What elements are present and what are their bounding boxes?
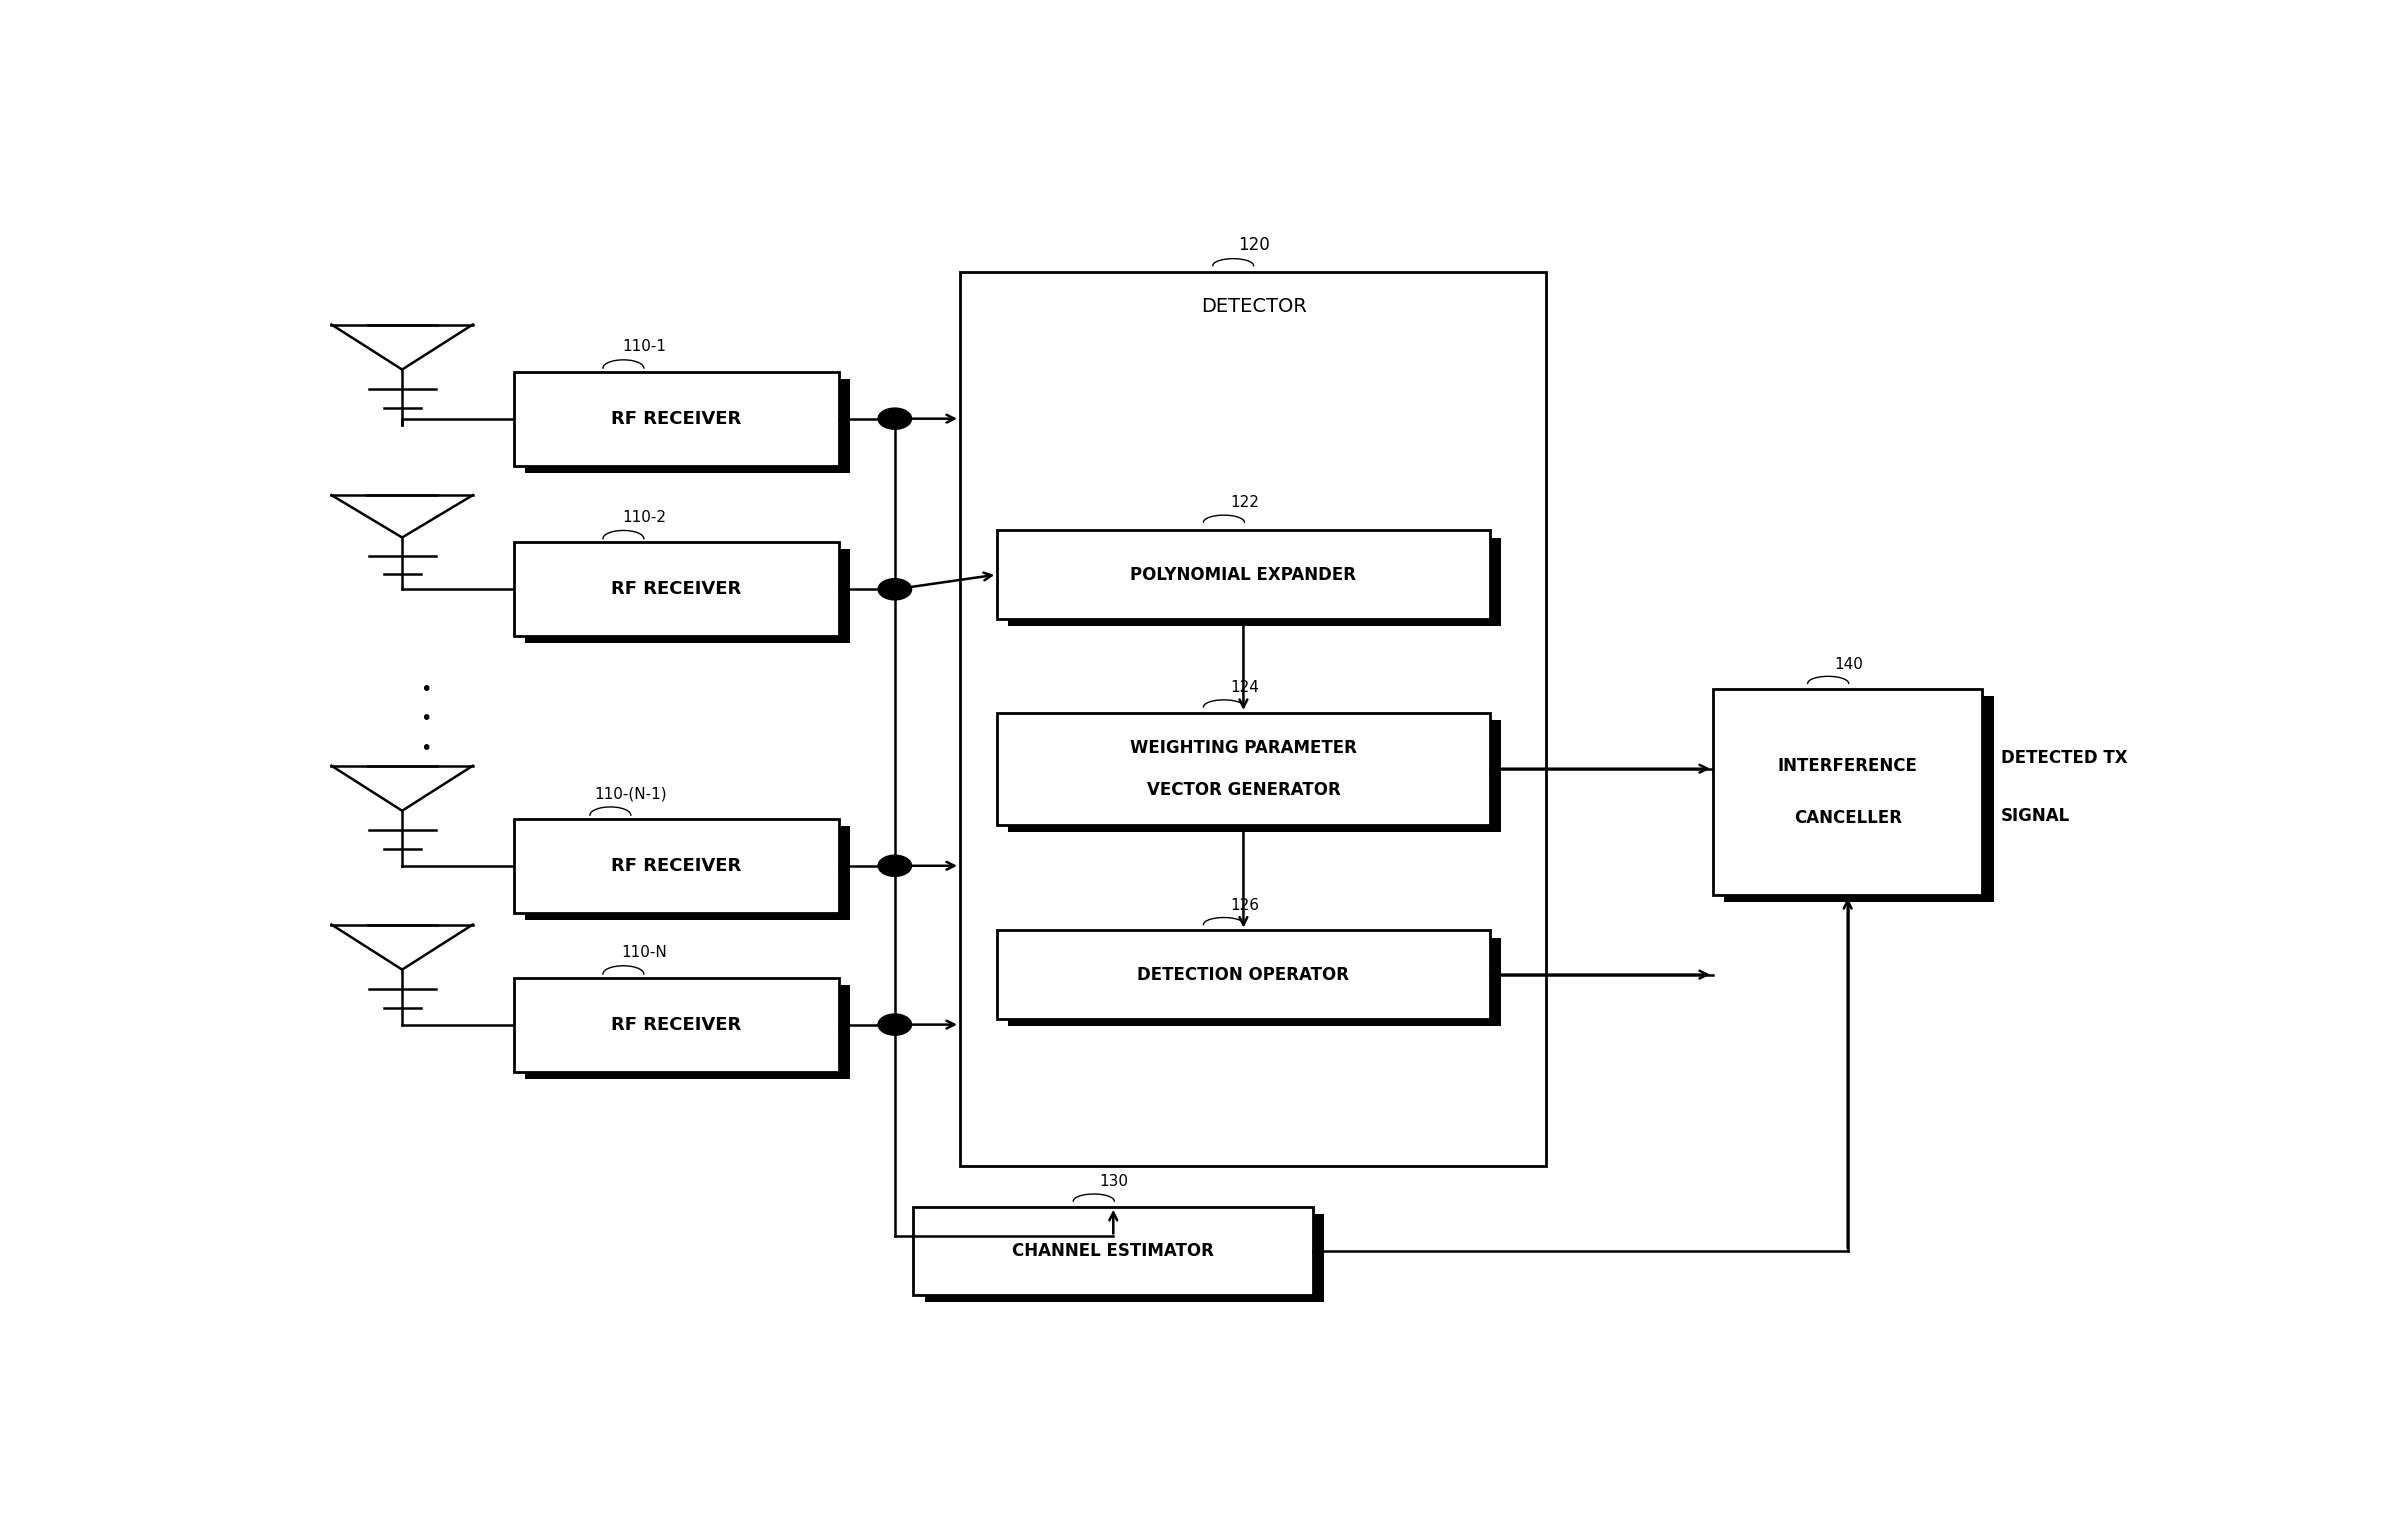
Circle shape [878, 579, 912, 601]
Polygon shape [1008, 938, 1502, 1025]
Text: INTERFERENCE: INTERFERENCE [1778, 758, 1917, 775]
FancyBboxPatch shape [998, 712, 1490, 825]
Text: RF RECEIVER: RF RECEIVER [612, 581, 741, 599]
FancyBboxPatch shape [998, 931, 1490, 1019]
Text: 120: 120 [1238, 235, 1269, 254]
Text: •: • [420, 738, 432, 758]
FancyBboxPatch shape [1713, 689, 1982, 895]
Text: 110-2: 110-2 [621, 509, 667, 524]
FancyBboxPatch shape [914, 1207, 1312, 1296]
Polygon shape [1008, 720, 1502, 831]
Text: 110-(N-1): 110-(N-1) [595, 785, 667, 801]
Text: CHANNEL ESTIMATOR: CHANNEL ESTIMATOR [1012, 1242, 1214, 1261]
FancyBboxPatch shape [513, 542, 840, 636]
Circle shape [878, 856, 912, 877]
Text: WEIGHTING PARAMETER: WEIGHTING PARAMETER [1130, 738, 1358, 756]
Text: RF RECEIVER: RF RECEIVER [612, 410, 741, 428]
FancyBboxPatch shape [513, 978, 840, 1071]
Text: 122: 122 [1231, 495, 1259, 510]
Text: VECTOR GENERATOR: VECTOR GENERATOR [1147, 781, 1341, 799]
Polygon shape [1008, 538, 1502, 626]
Text: DETECTION OPERATOR: DETECTION OPERATOR [1137, 966, 1348, 984]
Text: RF RECEIVER: RF RECEIVER [612, 1016, 741, 1033]
Text: •: • [420, 680, 432, 698]
Text: 130: 130 [1099, 1175, 1128, 1189]
Text: 140: 140 [1835, 657, 1864, 672]
Circle shape [878, 1015, 912, 1034]
Text: RF RECEIVER: RF RECEIVER [612, 857, 741, 874]
Text: CANCELLER: CANCELLER [1794, 810, 1902, 827]
Text: •: • [420, 709, 432, 729]
Polygon shape [1725, 697, 1994, 902]
Polygon shape [525, 549, 849, 643]
Polygon shape [924, 1215, 1324, 1302]
Text: 110-1: 110-1 [621, 339, 667, 354]
FancyBboxPatch shape [513, 819, 840, 912]
FancyBboxPatch shape [998, 530, 1490, 619]
Text: 126: 126 [1231, 898, 1259, 912]
Text: DETECTED TX: DETECTED TX [2001, 749, 2128, 767]
Text: POLYNOMIAL EXPANDER: POLYNOMIAL EXPANDER [1130, 565, 1355, 584]
Text: 124: 124 [1231, 680, 1259, 695]
Text: DETECTOR: DETECTOR [1202, 298, 1307, 316]
Polygon shape [525, 825, 849, 920]
Polygon shape [525, 379, 849, 472]
Circle shape [878, 408, 912, 429]
Text: SIGNAL: SIGNAL [2001, 807, 2070, 825]
Text: 110-N: 110-N [621, 944, 667, 960]
FancyBboxPatch shape [513, 371, 840, 466]
Polygon shape [525, 984, 849, 1079]
FancyBboxPatch shape [960, 272, 1545, 1166]
